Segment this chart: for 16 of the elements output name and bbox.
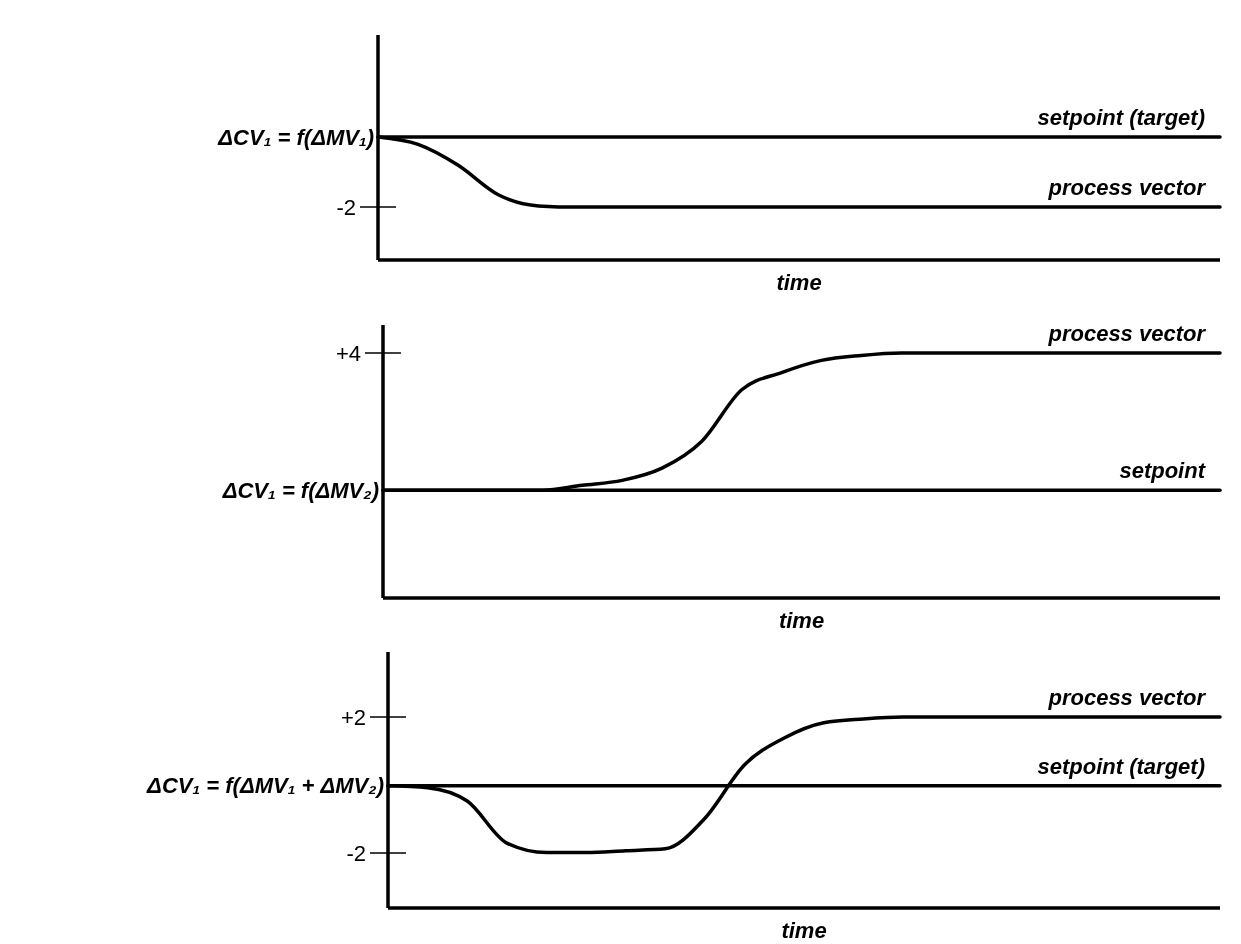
series-label: setpoint (target): [1037, 105, 1205, 130]
text: ΔCV₁ = f(ΔMV₁): [217, 125, 374, 150]
text: ΔCV₁ = f(ΔMV₂): [221, 478, 379, 503]
series-label: process vector: [1047, 685, 1207, 710]
x-axis-title: time: [781, 918, 827, 943]
series-label: setpoint (target): [1037, 753, 1205, 779]
x-axis-title: time: [778, 608, 825, 633]
series-label: process vector: [1047, 175, 1207, 201]
text: +4: [335, 341, 361, 366]
x-axis-title: time: [776, 270, 822, 295]
text: ΔCV₁ = f(ΔMV₁ + ΔMV₂): [146, 773, 384, 798]
text: -2: [346, 841, 366, 866]
text: +2: [340, 705, 366, 730]
series-label: setpoint: [1119, 458, 1207, 484]
text: -2: [336, 195, 356, 220]
series-label: process vector: [1047, 321, 1207, 346]
